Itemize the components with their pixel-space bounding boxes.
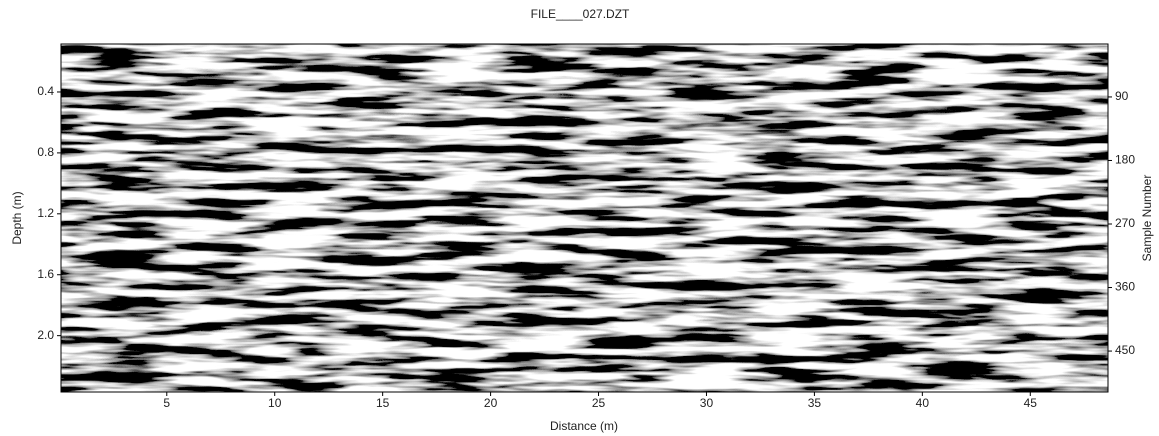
- x-axis-label: Distance (m): [550, 419, 618, 433]
- x-tick-label: 40: [916, 396, 930, 410]
- y2-tick-label: 360: [1115, 280, 1135, 294]
- x-tick-label: 45: [1024, 396, 1038, 410]
- x-tick-label: 5: [163, 396, 170, 410]
- x-tick-label: 15: [376, 396, 390, 410]
- y2-axis-label: Sample Number: [1140, 175, 1154, 262]
- y2-tick-label: 90: [1115, 89, 1129, 103]
- x-tick-label: 25: [592, 396, 606, 410]
- y2-tick-label: 270: [1115, 216, 1135, 230]
- y2-tick-label: 450: [1115, 343, 1135, 357]
- y-tick-label: 1.2: [37, 206, 54, 220]
- plot-frame: [60, 43, 1109, 393]
- x-tick-label: 30: [700, 396, 714, 410]
- radar-texture: [61, 44, 1108, 392]
- y-axis-label: Depth (m): [10, 191, 24, 244]
- chart-title: FILE____027.DZT: [531, 7, 630, 21]
- y-tick-label: 1.6: [37, 267, 54, 281]
- y-tick-label: 0.8: [37, 145, 54, 159]
- x-tick-label: 35: [808, 396, 822, 410]
- y2-tick-label: 180: [1115, 153, 1135, 167]
- y-tick-label: 2.0: [37, 328, 54, 342]
- y-tick-label: 0.4: [37, 84, 54, 98]
- x-tick-label: 10: [268, 396, 282, 410]
- x-tick-label: 20: [484, 396, 498, 410]
